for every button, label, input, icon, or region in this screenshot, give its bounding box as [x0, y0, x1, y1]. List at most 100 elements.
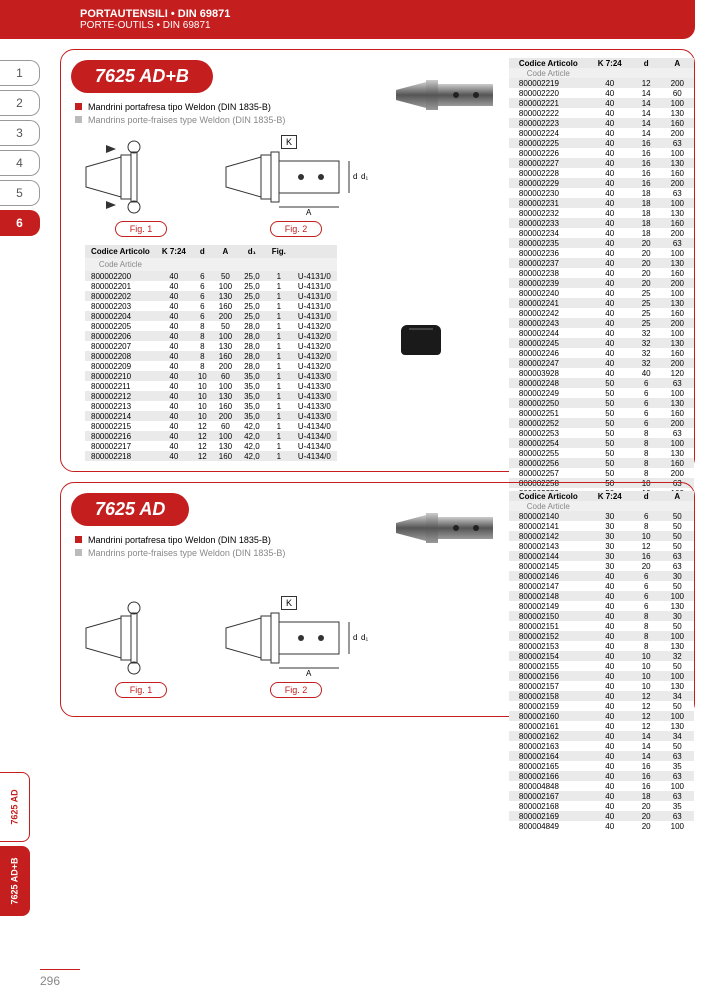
table-row: 8000022324018130 — [509, 208, 694, 218]
figure-2: K Add₁ Fig. 2 — [221, 137, 371, 237]
toolholder-fig2-icon: Ad d₁ — [221, 598, 371, 678]
table-row: 800002167401863 — [509, 791, 694, 801]
table-row: 8000022414025130 — [509, 298, 694, 308]
header-subtitle: PORTE-OUTILS • DIN 69871 — [80, 20, 675, 31]
table-row: 800002158401234 — [509, 691, 694, 701]
table-row: 800002144301663 — [509, 551, 694, 561]
table-row: 8000022294016200 — [509, 178, 694, 188]
table-row: 800002216401210042,01U-4134/0 — [85, 431, 337, 441]
table-row: 8000022344018200 — [509, 228, 694, 238]
table-row: 800002159401250 — [509, 701, 694, 711]
figure-1-p2: Fig. 1 — [81, 598, 201, 698]
table-row: 8000022284016160 — [509, 168, 694, 178]
table-row: 800002148406100 — [509, 591, 694, 601]
table-row: 80000224850663 — [509, 378, 694, 388]
table-row: 800002145302063 — [509, 561, 694, 571]
table-row: 800002155401050 — [509, 661, 694, 671]
table-row: 8000022384020160 — [509, 268, 694, 278]
side-tab-2[interactable]: 2 — [0, 90, 40, 116]
side-tab-1[interactable]: 1 — [0, 60, 40, 86]
svg-text:A: A — [306, 669, 312, 678]
svg-text:d₁: d₁ — [361, 633, 368, 642]
table-row: 800002165401635 — [509, 761, 694, 771]
table-row: 800002142301050 — [509, 531, 694, 541]
table-row: 8000021564010100 — [509, 671, 694, 681]
table-row: 800002162401434 — [509, 731, 694, 741]
side-tab-6[interactable]: 6 — [0, 210, 40, 236]
side-tab-5[interactable]: 5 — [0, 180, 40, 206]
table-row: 800002257508200 — [509, 468, 694, 478]
table-row: 800002212401013035,01U-4133/0 — [85, 391, 337, 401]
panel2-table-right: Codice ArticoloK 7:24dACode Article80000… — [509, 491, 694, 831]
table-row: 800002256508160 — [509, 458, 694, 468]
table-row: 80000214640630 — [509, 571, 694, 581]
table-row: 800002211401010035,01U-4133/0 — [85, 381, 337, 391]
table-row: 8000022054085028,01U-4132/0 — [85, 321, 337, 331]
table-row: 80000215040830 — [509, 611, 694, 621]
table-row: 800002163401450 — [509, 741, 694, 751]
table-row: 80000221540126042,01U-4134/0 — [85, 421, 337, 431]
table-row: 8000022454032130 — [509, 338, 694, 348]
table-row: 800002252506200 — [509, 418, 694, 428]
table-row: 8000022214014100 — [509, 98, 694, 108]
table-row: 800002218401216042,01U-4134/0 — [85, 451, 337, 461]
table-row: 80000220340616025,01U-4131/0 — [85, 301, 337, 311]
table-row: 8000022234014160 — [509, 118, 694, 128]
table-row: 800002214401020035,01U-4133/0 — [85, 411, 337, 421]
table-row: 80000214030650 — [509, 511, 694, 521]
toolholder-fig1-icon — [81, 137, 201, 217]
side-tab-3[interactable]: 3 — [0, 120, 40, 146]
grub-screw-icon — [371, 325, 441, 355]
table-row: 8000021604012100 — [509, 711, 694, 721]
table-row: 8000022464032160 — [509, 348, 694, 358]
table-row: 8000022474032200 — [509, 358, 694, 368]
sidebar-numeric-tabs: 1 2 3 4 5 6 — [0, 60, 40, 240]
svg-text:d: d — [353, 633, 357, 642]
table-row: 80000225350863 — [509, 428, 694, 438]
table-row: 8000021574010130 — [509, 681, 694, 691]
table-row: 800002168402035 — [509, 801, 694, 811]
table-row: 800002225401663 — [509, 138, 694, 148]
table-row: 80000220740813028,01U-4132/0 — [85, 341, 337, 351]
table-row: 80000220840816028,01U-4132/0 — [85, 351, 337, 361]
side-label[interactable]: 7625 AD — [0, 772, 30, 842]
table-row: 8000022314018100 — [509, 198, 694, 208]
sidebar-product-labels: 7625 AD 7625 AD+B — [0, 772, 30, 920]
table-row: 8000022444032100 — [509, 328, 694, 338]
table-row: 80000221040106035,01U-4133/0 — [85, 371, 337, 381]
table-row: 8000048484016100 — [509, 781, 694, 791]
table-row: 8000022194012200 — [509, 78, 694, 88]
table-row: 800002213401016035,01U-4133/0 — [85, 401, 337, 411]
toolholder-photo-icon — [391, 70, 511, 120]
figure-2-p2: K Add₁ Fig. 2 — [221, 598, 371, 698]
table-row: 8000022404025100 — [509, 288, 694, 298]
table-row: 80000220140610025,01U-4131/0 — [85, 281, 337, 291]
table-row: 800002250506130 — [509, 398, 694, 408]
table-row: 800002164401463 — [509, 751, 694, 761]
table-row: 800002169402063 — [509, 811, 694, 821]
table-row: 800002143301250 — [509, 541, 694, 551]
table-row: 80000220440620025,01U-4131/0 — [85, 311, 337, 321]
table-row: 800002254508100 — [509, 438, 694, 448]
table-row: 80000220940820028,01U-4132/0 — [85, 361, 337, 371]
table-row: 8000021614012130 — [509, 721, 694, 731]
table-row: 80000220640810028,01U-4132/0 — [85, 331, 337, 341]
side-tab-4[interactable]: 4 — [0, 150, 40, 176]
table-row: 800002154401032 — [509, 651, 694, 661]
table-row: 8000048494020100 — [509, 821, 694, 831]
table-row: 80000214740650 — [509, 581, 694, 591]
table-row: 800002255508130 — [509, 448, 694, 458]
svg-text:d: d — [353, 172, 357, 181]
table-row: 800002152408100 — [509, 631, 694, 641]
svg-text:A: A — [306, 208, 312, 217]
panel2-title: 7625 AD — [71, 493, 189, 526]
table-row: 8000039284040120 — [509, 368, 694, 378]
panel-7625-ad: 7625 AD Mandrini portafresa tipo Weldon … — [60, 482, 695, 717]
figure-1: Fig. 1 — [81, 137, 201, 237]
toolholder-fig1-icon — [81, 598, 201, 678]
table-row: 800002153408130 — [509, 641, 694, 651]
table-row: 800002220401460 — [509, 88, 694, 98]
side-label[interactable]: 7625 AD+B — [0, 846, 30, 916]
table-row: 800002230401863 — [509, 188, 694, 198]
panel1-table-right: Codice ArticoloK 7:24dACode Article80000… — [509, 58, 694, 508]
